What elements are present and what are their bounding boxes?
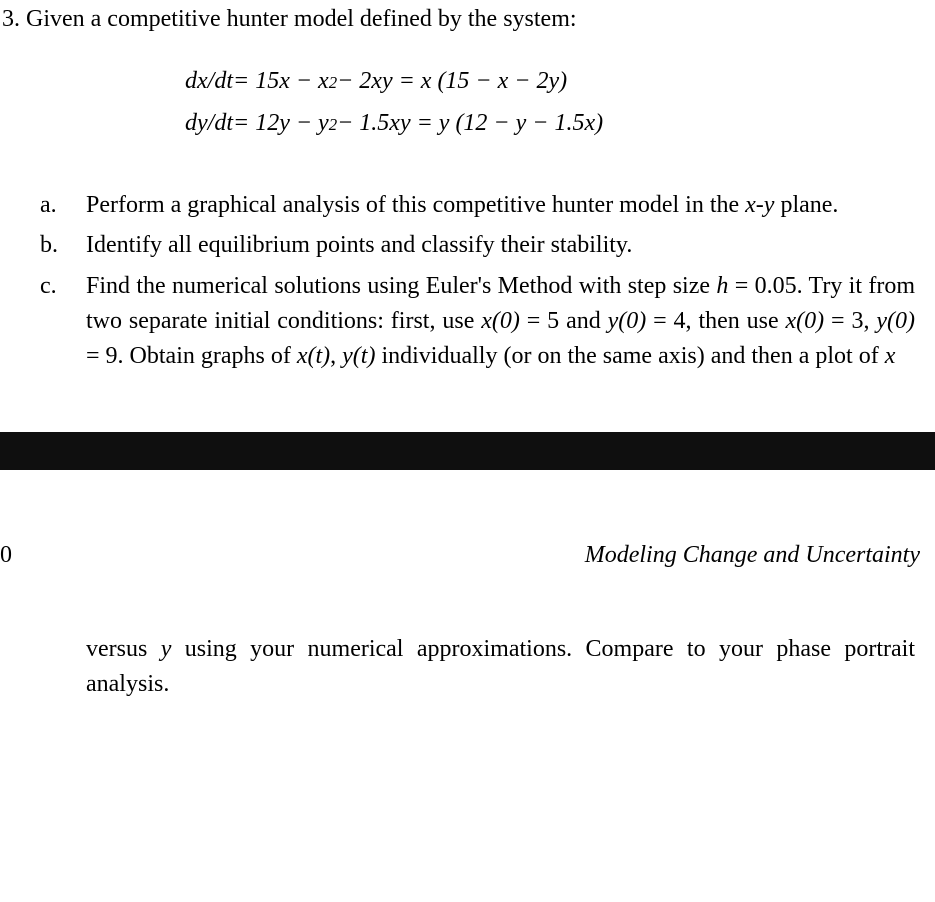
parts-list: a. Perform a graphical analysis of this … [40, 188, 915, 374]
problem-number: 3. [2, 6, 20, 32]
part-b: b. Identify all equilibrium points and c… [40, 228, 915, 263]
eq1-lhs: dx/dt [185, 62, 233, 100]
continuation-text: versus y using your numerical approximat… [86, 632, 915, 702]
part-a-pre: Perform a graphical analysis of this com… [86, 192, 745, 218]
pc-x02v: = 3, [824, 308, 876, 334]
part-a-xy: x-y [745, 192, 774, 218]
eq2-mid2: − 1.5xy = y (12 − y − 1.5x) [337, 104, 603, 142]
pc-yt: y(t) [342, 343, 375, 369]
equations-block: dx/dt = 15x − x2 − 2xy = x (15 − x − 2y)… [185, 62, 935, 143]
part-b-text: Identify all equilibrium points and clas… [86, 228, 915, 263]
part-a-post: plane. [774, 192, 838, 218]
eq1-mid: = 15x − x [233, 62, 329, 100]
book-title: Modeling Change and Uncertainty [585, 538, 920, 573]
part-c-label: c. [40, 269, 86, 373]
cont-post: using your numerical approximations. Com… [86, 636, 915, 697]
eq2-lhs: dy/dt [185, 104, 233, 142]
pc-y02v: = 9. Obtain graphs of [86, 343, 297, 369]
pc-xvar: x [885, 343, 896, 369]
pc-t2: individually (or on the same axis) and t… [375, 343, 884, 369]
eq2-mid: = 12y − y [233, 104, 329, 142]
part-c: c. Find the numerical solutions using Eu… [40, 269, 915, 373]
pc-h: h [716, 273, 728, 299]
pc-x0v: = 5 and [520, 308, 608, 334]
pc-x02: x(0) [786, 308, 825, 334]
part-b-label: b. [40, 228, 86, 263]
part-a: a. Perform a graphical analysis of this … [40, 188, 915, 223]
pc-xt: x(t) [297, 343, 330, 369]
pc-y0: y(0) [608, 308, 647, 334]
problem-intro: 3. Given a competitive hunter model defi… [2, 2, 935, 37]
eq1-mid2: − 2xy = x (15 − x − 2y) [337, 62, 567, 100]
page-header: 0 Modeling Change and Uncertainty [0, 538, 935, 573]
cont-y: y [161, 636, 172, 662]
part-a-text: Perform a graphical analysis of this com… [86, 188, 915, 223]
page-break-bar [0, 432, 935, 470]
pc-y02: y(0) [876, 308, 915, 334]
equation-2: dy/dt = 12y − y2 − 1.5xy = y (12 − y − 1… [185, 104, 935, 142]
pc-t1: Find the numerical solutions using Euler… [86, 273, 716, 299]
pc-comma: , [330, 343, 342, 369]
problem-intro-text: Given a competitive hunter model defined… [26, 6, 577, 32]
page-number: 0 [0, 538, 12, 573]
equation-1: dx/dt = 15x − x2 − 2xy = x (15 − x − 2y) [185, 62, 935, 100]
part-a-label: a. [40, 188, 86, 223]
cont-pre: versus [86, 636, 161, 662]
part-c-text: Find the numerical solutions using Euler… [86, 269, 915, 373]
pc-y0v: = 4, then use [646, 308, 785, 334]
pc-x0: x(0) [481, 308, 520, 334]
